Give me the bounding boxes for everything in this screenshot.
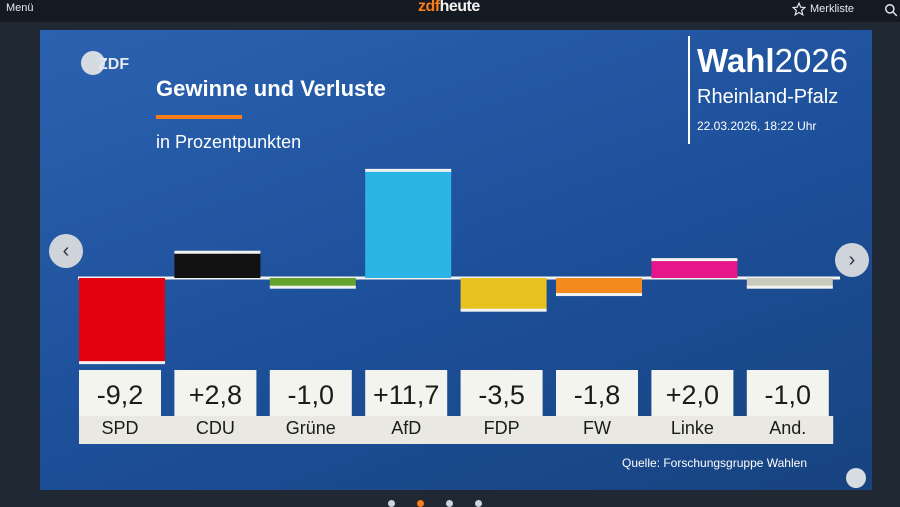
bar-edge — [651, 258, 738, 262]
slide-dot[interactable] — [446, 500, 453, 507]
logo-zdf-part: zdf — [418, 0, 440, 15]
bar-edge — [556, 293, 642, 297]
bar-spd — [79, 278, 165, 363]
bar-linke — [651, 259, 738, 278]
value-label: +2,8 — [189, 380, 242, 410]
bar-afd — [365, 170, 452, 278]
bar-fw — [556, 278, 642, 295]
bar-edge — [746, 285, 833, 289]
category-label: SPD — [101, 418, 138, 438]
value-label: -3,5 — [478, 380, 525, 410]
category-label: FW — [583, 418, 611, 438]
menu-button[interactable]: Menü — [6, 2, 34, 14]
slide-dot-active[interactable] — [417, 500, 424, 507]
election-word: Wahl — [697, 42, 775, 79]
category-label: CDU — [196, 418, 235, 438]
slide-dot[interactable] — [475, 500, 482, 507]
election-heading: Wahl2026 — [697, 42, 848, 80]
logo-heute-part: heute — [439, 0, 481, 15]
merkliste-button[interactable]: Merkliste — [792, 2, 854, 16]
category-label: FDP — [484, 418, 520, 438]
value-label: -1,0 — [765, 380, 812, 410]
next-slide-button[interactable]: › — [835, 243, 869, 277]
bar-edge — [174, 250, 261, 254]
title-underline — [156, 115, 242, 119]
value-label-box — [746, 370, 829, 416]
merkliste-label: Merkliste — [810, 3, 855, 15]
value-label-box — [651, 370, 734, 416]
bar-edge — [365, 168, 452, 172]
bar-and — [746, 278, 833, 288]
bar-grne — [269, 278, 356, 288]
value-label: -9,2 — [97, 380, 144, 410]
bar-fdp — [460, 278, 547, 311]
value-label: -1,8 — [574, 380, 621, 410]
value-label-box — [269, 370, 352, 416]
chart-subtitle: in Prozentpunkten — [156, 132, 302, 152]
zdfheute-logo[interactable]: zdfheute — [418, 0, 480, 16]
slide-indicator — [388, 500, 482, 507]
zdf-logo-badge: ZDF — [81, 51, 129, 75]
value-label: +11,7 — [373, 380, 439, 410]
header-divider — [688, 36, 690, 144]
bar-edge — [79, 361, 165, 365]
value-label-box — [365, 370, 448, 416]
bar-edge — [269, 285, 356, 289]
election-year: 2026 — [774, 42, 849, 79]
category-label: Grüne — [286, 418, 336, 438]
top-navigation-bar: Menü zdfheute Merkliste — [0, 0, 900, 22]
value-label-box — [460, 370, 543, 416]
chart-title: Gewinne und Verluste — [156, 76, 386, 101]
election-region: Rheinland-Pfalz — [697, 86, 839, 108]
data-source: Quelle: Forschungsgruppe Wahlen — [622, 456, 807, 470]
category-strip — [79, 416, 834, 444]
bar-edge — [460, 308, 547, 312]
bar-cdu — [174, 252, 261, 278]
category-label: And. — [769, 418, 806, 438]
fullscreen-icon[interactable] — [846, 468, 866, 488]
value-label-box — [174, 370, 257, 416]
value-label: -1,0 — [288, 380, 335, 410]
star-icon — [792, 2, 806, 16]
value-label-box — [556, 370, 638, 416]
zdf-badge-text: ZDF — [98, 56, 129, 73]
search-icon[interactable] — [884, 3, 898, 17]
result-timestamp: 22.03.2026, 18:22 Uhr — [697, 119, 817, 133]
value-label-box — [79, 370, 161, 416]
value-label: +2,0 — [666, 380, 719, 410]
category-label: AfD — [391, 418, 421, 438]
previous-slide-button[interactable]: ‹ — [49, 234, 83, 268]
slide-dot[interactable] — [388, 500, 395, 507]
category-label: Linke — [671, 418, 714, 438]
